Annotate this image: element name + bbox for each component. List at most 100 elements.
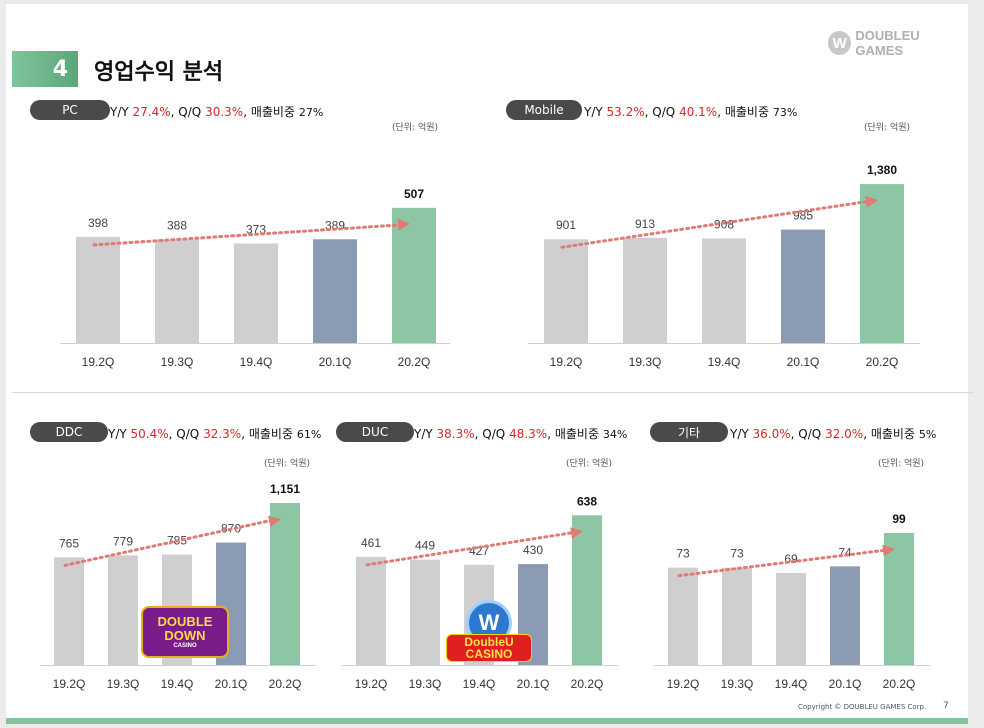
ddc-category-label: 19.3Q — [107, 677, 140, 691]
duc-stats: Y/Y 38.3%, Q/Q 48.3%, 매출비중 34% — [414, 427, 628, 441]
etc-category-label: 19.3Q — [721, 677, 754, 691]
mobile-category-label: 20.2Q — [866, 355, 899, 369]
ddc-bar-19.2Q — [54, 557, 84, 665]
pc-qq-value: 30.3% — [205, 105, 244, 119]
etc-bar-20.1Q — [830, 566, 860, 665]
pc-category-label: 19.2Q — [82, 355, 115, 369]
logo-mark-icon: W — [828, 31, 852, 55]
pc-bar-19.3Q — [155, 239, 199, 343]
ddc-bar-20.2Q — [270, 503, 300, 665]
mobile-stats: Y/Y 53.2%, Q/Q 40.1%, 매출비중 73% — [584, 105, 798, 119]
etc-category-label: 20.2Q — [883, 677, 916, 691]
pc-trend-line — [92, 223, 404, 247]
pc-bar-20.2Q — [392, 207, 436, 343]
ddc-unit: (단위: 억원) — [264, 459, 311, 469]
etc-trend-arrowhead — [882, 544, 895, 557]
duc-data-label: 430 — [523, 543, 543, 557]
mobile-yy-value: 53.2% — [606, 105, 645, 119]
duc-unit: (단위: 억원) — [566, 459, 613, 469]
ddc-share-value: 61% — [296, 428, 322, 441]
etc-stats: Y/Y 36.0%, Q/Q 32.0%, 매출비중 5% — [730, 427, 937, 441]
duc-data-label: 461 — [361, 536, 381, 550]
duc-trend-line — [365, 530, 577, 567]
ddc-pill: DDC — [30, 422, 108, 442]
double-down-casino-logo: DOUBLE DOWN CASINO — [141, 606, 229, 658]
section-divider — [12, 392, 974, 393]
duc-category-label: 20.1Q — [517, 677, 550, 691]
etc-pill: 기타 — [650, 422, 728, 442]
etc-bar-19.3Q — [722, 567, 752, 665]
section-number: 4 — [12, 51, 78, 87]
footer-bar — [6, 718, 968, 724]
pc-trend-arrowhead — [397, 218, 410, 231]
mobile-data-label: 1,380 — [867, 163, 897, 177]
copyright: Copyright © DOUBLEU GAMES Corp. — [798, 703, 927, 711]
etc-data-label: 99 — [892, 512, 906, 526]
duc-qq-value: 48.3% — [509, 427, 548, 441]
mobile-bar-19.4Q — [702, 238, 746, 343]
pc-yy-value: 27.4% — [132, 105, 171, 119]
slide: 4 영업수익 분석 W DOUBLEU GAMES PC Y/Y 27.4%, … — [6, 4, 974, 724]
duc-yy-value: 38.3% — [436, 427, 475, 441]
etc-category-label: 19.2Q — [667, 677, 700, 691]
duc-category-label: 19.2Q — [355, 677, 388, 691]
ddc-data-label: 1,151 — [270, 482, 300, 496]
pc-share-value: 27% — [298, 106, 324, 119]
ddc-stats: Y/Y 50.4%, Q/Q 32.3%, 매출비중 61% — [108, 427, 322, 441]
etc-bar-19.2Q — [668, 567, 698, 665]
duc-bar-19.3Q — [410, 559, 440, 665]
company-logo: W DOUBLEU GAMES — [828, 28, 968, 58]
etc-share-value: 5% — [918, 428, 937, 441]
etc-unit: (단위: 억원) — [878, 459, 925, 469]
ddc-trend-line — [63, 518, 275, 567]
ddc-yy-value: 50.4% — [130, 427, 169, 441]
ddc-trend-arrowhead — [268, 515, 281, 528]
pc-bar-20.1Q — [313, 239, 357, 343]
mobile-data-label: 901 — [556, 218, 576, 232]
etc-category-label: 20.1Q — [829, 677, 862, 691]
etc-qq-value: 32.0% — [825, 427, 864, 441]
mobile-bar-19.3Q — [623, 237, 667, 343]
mobile-category-label: 19.3Q — [629, 355, 662, 369]
pc-data-label: 507 — [404, 187, 424, 201]
mobile-data-label: 913 — [635, 217, 655, 231]
duc-data-label: 449 — [415, 539, 435, 553]
doubleu-casino-logo: W DoubleU CASINO — [446, 600, 532, 662]
pc-category-label: 19.3Q — [161, 355, 194, 369]
page-number: 7 — [943, 701, 949, 711]
pc-pill: PC — [30, 100, 110, 120]
ddc-category-label: 20.1Q — [215, 677, 248, 691]
ddc-bar-19.3Q — [108, 555, 138, 665]
ddc-category-label: 19.2Q — [53, 677, 86, 691]
etc-bar-20.2Q — [884, 533, 914, 665]
duc-category-label: 20.2Q — [571, 677, 604, 691]
mobile-pill: Mobile — [506, 100, 582, 120]
mobile-trend-arrowhead — [865, 195, 878, 208]
pc-category-label: 20.2Q — [398, 355, 431, 369]
duc-bar-19.2Q — [356, 556, 386, 665]
duc-data-label: 638 — [577, 494, 597, 508]
mobile-unit: (단위: 억원) — [864, 123, 911, 133]
logo-text: DOUBLEU GAMES — [855, 28, 920, 58]
etc-category-label: 19.4Q — [775, 677, 808, 691]
ddc-category-label: 20.2Q — [269, 677, 302, 691]
ddc-category-label: 19.4Q — [161, 677, 194, 691]
etc-trend-line — [677, 548, 889, 578]
etc-yy-value: 36.0% — [752, 427, 791, 441]
mobile-category-label: 19.2Q — [550, 355, 583, 369]
mobile-trend-line — [560, 199, 872, 249]
ddc-data-label: 779 — [113, 534, 133, 548]
pc-data-label: 398 — [88, 216, 108, 230]
duc-pill: DUC — [336, 422, 414, 442]
mobile-bar-20.2Q — [860, 184, 904, 343]
etc-bar-19.4Q — [776, 573, 806, 665]
pc-bar-19.4Q — [234, 243, 278, 343]
mobile-category-label: 20.1Q — [787, 355, 820, 369]
pc-data-label: 388 — [167, 219, 187, 233]
page-title: 영업수익 분석 — [94, 60, 224, 85]
etc-data-label: 73 — [730, 547, 744, 561]
mobile-bar-20.1Q — [781, 229, 825, 343]
pc-unit: (단위: 억원) — [392, 123, 439, 133]
pc-category-label: 19.4Q — [240, 355, 273, 369]
ddc-data-label: 765 — [59, 536, 79, 550]
